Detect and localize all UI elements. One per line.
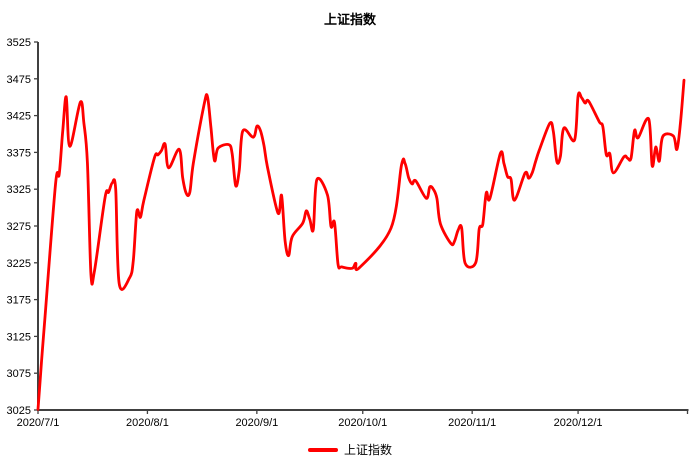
y-tick-label: 3175 xyxy=(7,295,31,307)
y-tick-label: 3075 xyxy=(7,368,31,380)
x-tick-label: 2020/9/1 xyxy=(235,417,278,429)
y-tick-label: 3375 xyxy=(7,147,31,159)
x-tick-label: 2020/10/1 xyxy=(338,417,387,429)
legend: 上证指数 xyxy=(0,441,700,458)
y-tick-label: 3025 xyxy=(7,405,31,417)
y-tick-label: 3225 xyxy=(7,258,31,270)
x-tick-label: 2020/12/1 xyxy=(554,417,603,429)
series-line xyxy=(36,78,686,411)
legend-label: 上证指数 xyxy=(343,443,392,457)
y-tick-label: 3425 xyxy=(7,111,31,123)
legend-line-swatch xyxy=(307,447,338,452)
y-tick-label: 3125 xyxy=(7,331,31,343)
x-tick-label: 2020/7/1 xyxy=(17,417,60,429)
line-chart: 3025 3075 3125 3175 3225 3275 3325 3375 3425 3475… xyxy=(7,37,689,429)
y-tick-label: 3325 xyxy=(7,184,31,196)
y-tick-label: 3275 xyxy=(7,221,31,233)
y-tick-label: 3475 xyxy=(7,74,31,86)
chart-title: 上证指数 xyxy=(323,12,376,27)
y-tick-label: 3525 xyxy=(7,37,31,49)
x-tick-label: 2020/11/1 xyxy=(448,417,496,429)
x-tick-label: 2020/8/1 xyxy=(126,417,169,429)
